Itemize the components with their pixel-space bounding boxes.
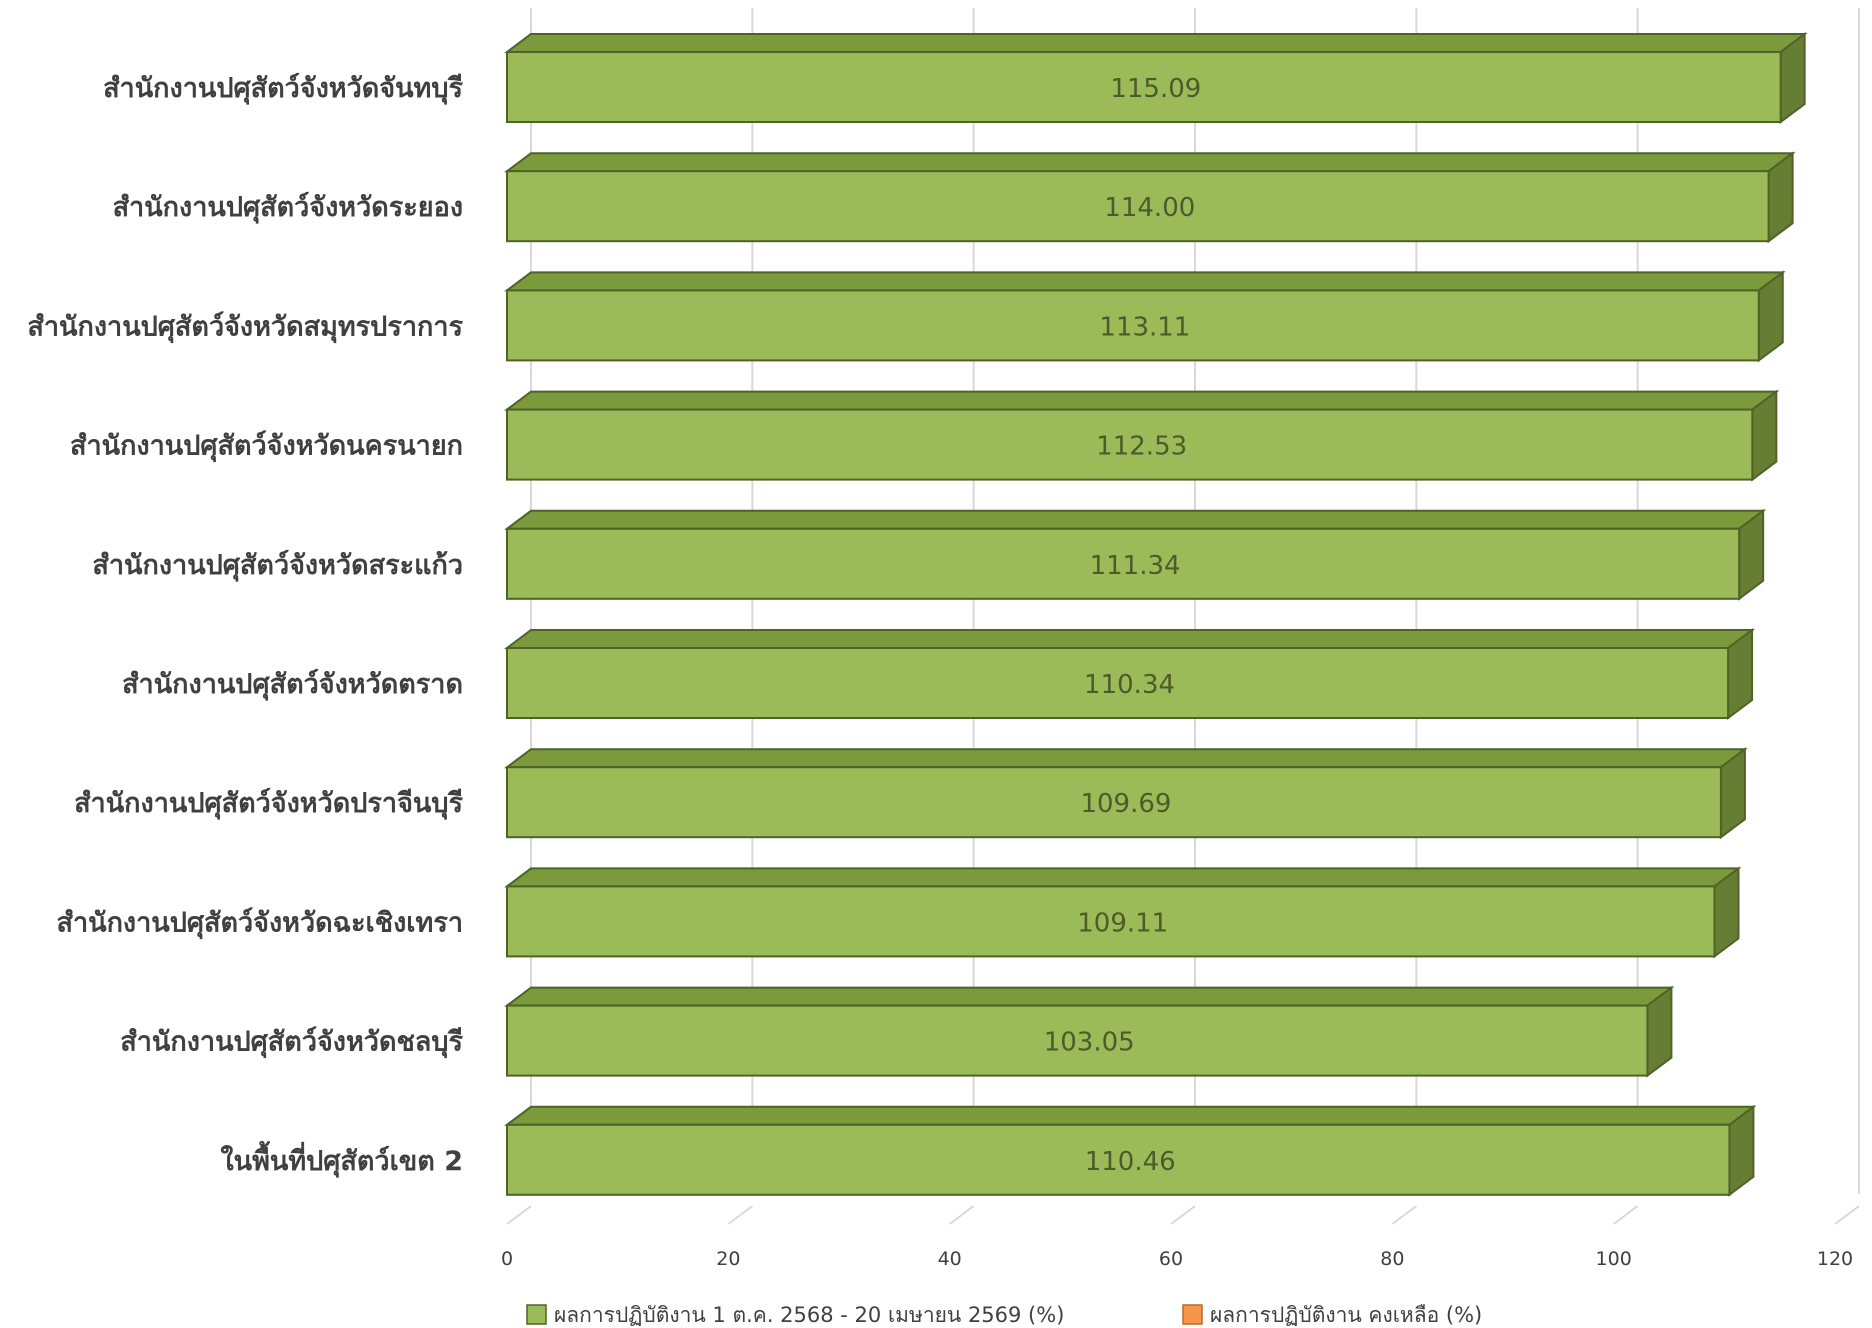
category-label: สำนักงานปศุสัตว์จังหวัดปราจีนบุรี (74, 787, 463, 820)
legend-swatch (526, 1304, 547, 1325)
floor-gridline (1834, 1205, 1860, 1225)
x-tick-label: 0 (501, 1248, 513, 1270)
bar-top-face (504, 629, 1756, 649)
bar (506, 1004, 1649, 1077)
category-label: ในพื้นที่ปศุสัตว์เขต 2 (220, 1140, 463, 1178)
data-label: 109.69 (1080, 789, 1171, 819)
x-axis-ticks: 0 20 40 60 80 100 120 (501, 1248, 1853, 1270)
legend-label: ผลการปฏิบัติงาน คงเหลือ (%) (1210, 1303, 1482, 1327)
bar (506, 885, 1716, 958)
x-tick-label: 100 (1596, 1248, 1632, 1270)
x-tick-label: 20 (716, 1248, 740, 1270)
floor-gridline (506, 1205, 532, 1225)
bar (506, 408, 1754, 481)
bar (506, 766, 1722, 839)
category-label: สำนักงานปศุสัตว์จังหวัดนครนายก (70, 430, 463, 463)
legend-label: ผลการปฏิบัติงาน 1 ต.ค. 2568 - 20 เมษายน … (554, 1303, 1064, 1327)
bar (506, 1123, 1731, 1196)
bars: 115.09 114.00 113.11 112.53 111.34 110.34 109.… (504, 32, 1808, 1197)
bar-top-face (504, 509, 1767, 530)
bar-top-face (504, 271, 1786, 292)
data-label: 111.34 (1090, 551, 1181, 581)
floor-gridline (949, 1205, 975, 1225)
floor-gridline (1170, 1205, 1196, 1225)
bar-top-face (504, 986, 1675, 1007)
x-tick-label: 60 (1159, 1248, 1183, 1270)
data-label: 115.09 (1110, 74, 1201, 104)
data-label: 112.53 (1096, 432, 1187, 462)
category-labels: สำนักงานปศุสัตว์จังหวัดจันทบุรีสำนักงานป… (27, 72, 463, 1178)
bar (506, 527, 1741, 600)
x-tick-label: 120 (1817, 1248, 1853, 1270)
floor-gridline (1613, 1205, 1639, 1225)
category-label: สำนักงานปศุสัตว์จังหวัดฉะเชิงเทรา (56, 906, 463, 939)
category-label: สำนักงานปศุสัตว์จังหวัดจันทบุรี (103, 72, 463, 105)
bar-top-face (504, 390, 1780, 411)
legend-swatch (1182, 1304, 1203, 1325)
category-label: สำนักงานปศุสัตว์จังหวัดสมุทรปราการ (27, 310, 463, 343)
bar-top-face (504, 33, 1808, 53)
floor-gridline (727, 1205, 753, 1225)
bar (506, 170, 1770, 243)
data-label: 103.05 (1044, 1028, 1135, 1058)
data-label: 109.11 (1077, 908, 1168, 938)
category-label: สำนักงานปศุสัตว์จังหวัดระยอง (113, 191, 463, 224)
data-label: 113.11 (1099, 312, 1190, 342)
bar (506, 51, 1782, 123)
x-tick-label: 40 (938, 1248, 962, 1270)
data-label: 114.00 (1104, 193, 1195, 223)
legend: ผลการปฏิบัติงาน 1 ต.ค. 2568 - 20 เมษายน … (526, 1303, 1482, 1327)
bar (506, 289, 1760, 362)
bar-top-face (504, 867, 1742, 888)
category-label: สำนักงานปศุสัตว์จังหวัดสระแก้ว (92, 549, 463, 582)
bar-top-face (504, 152, 1796, 173)
category-label: สำนักงานปศุสัตว์จังหวัดชลบุรี (120, 1026, 463, 1059)
data-label: 110.34 (1084, 670, 1175, 700)
bar-top-face (504, 748, 1748, 769)
x-tick-label: 80 (1380, 1248, 1404, 1270)
data-label: 110.46 (1085, 1147, 1176, 1177)
category-label: สำนักงานปศุสัตว์จังหวัดตราด (122, 668, 463, 701)
bar-top-face (504, 1105, 1757, 1126)
bar (506, 647, 1730, 719)
floor-gridline (1391, 1205, 1417, 1225)
